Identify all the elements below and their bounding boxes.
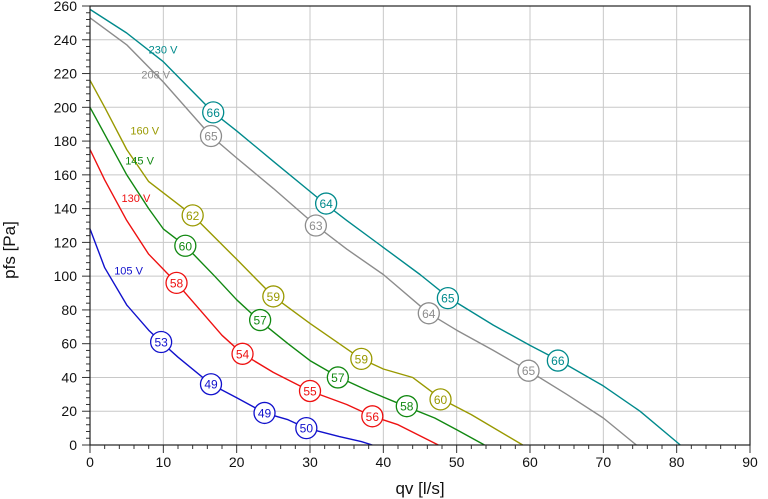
x-tick-label: 90: [742, 454, 758, 470]
marker-circle: [231, 342, 254, 365]
marker-label: 58: [170, 276, 184, 290]
y-tick-label: 60: [61, 336, 77, 352]
y-tick-label: 100: [54, 268, 78, 284]
marker-label: 62: [186, 209, 200, 223]
y-tick-label: 200: [54, 99, 78, 115]
marker-label: 49: [258, 406, 272, 420]
x-tick-label: 30: [302, 454, 318, 470]
y-tick-label: 260: [54, 0, 78, 14]
series-208v: 208 V 65 63 64 65: [89, 17, 637, 446]
marker-circle: [395, 395, 418, 418]
series-line: [89, 8, 681, 446]
marker-label: 56: [366, 410, 380, 424]
series-130v: 130 V 58 54 55 56: [89, 149, 439, 446]
marker-label: 54: [236, 347, 250, 361]
series-voltage-label: 130 V: [122, 193, 151, 205]
y-tick-label: 240: [54, 32, 78, 48]
marker-label: 65: [441, 292, 455, 306]
marker-circle: [417, 302, 440, 325]
series-145v: 145 V 60 57 57 58: [89, 106, 485, 446]
marker-circle: [174, 234, 197, 257]
marker-label: 57: [253, 314, 267, 328]
marker-circle: [517, 359, 540, 382]
series-230v: 230 V 66 64 65 66: [89, 8, 681, 446]
marker-label: 59: [267, 290, 281, 304]
marker-label: 60: [179, 239, 193, 253]
marker-label: 55: [303, 384, 317, 398]
marker-label: 66: [207, 106, 221, 120]
series-voltage-label: 160 V: [130, 125, 159, 137]
marker-circle: [350, 347, 373, 371]
x-tick-label: 20: [229, 454, 245, 470]
marker-label: 63: [309, 219, 323, 233]
x-axis-label: qv [l/s]: [395, 479, 444, 498]
series-line: [89, 17, 637, 446]
marker-label: 64: [319, 197, 333, 211]
marker-label: 49: [204, 378, 218, 392]
x-tick-label: 70: [596, 454, 612, 470]
marker-circle: [295, 416, 318, 440]
y-tick-label: 0: [69, 437, 77, 453]
marker-label: 59: [355, 352, 369, 366]
marker-circle: [199, 124, 223, 148]
x-tick-label: 80: [669, 454, 685, 470]
marker-circle: [298, 379, 322, 403]
marker-label: 50: [300, 422, 314, 436]
y-tick-label: 120: [54, 234, 78, 250]
series-voltage-label: 208 V: [141, 70, 170, 82]
marker-label: 53: [154, 336, 168, 350]
series-105v: 105 V 53 49 49 50: [89, 228, 373, 446]
x-tick-label: 0: [86, 454, 94, 470]
y-tick-label: 160: [54, 167, 78, 183]
series-160v: 160 V 62 59 59 60: [89, 79, 524, 446]
plot-frame: [89, 5, 751, 446]
x-tick-label: 50: [449, 454, 465, 470]
marker-circle: [436, 286, 460, 310]
y-tick-label: 180: [54, 133, 78, 149]
marker-circle: [181, 204, 204, 227]
y-tick-label: 140: [54, 201, 78, 217]
marker-label: 64: [422, 307, 436, 321]
marker-circle: [546, 349, 570, 372]
marker-label: 66: [551, 354, 565, 368]
series-voltage-label: 145 V: [125, 156, 154, 168]
marker-circle: [262, 285, 285, 308]
y-tick-label: 80: [61, 302, 77, 318]
marker-circle: [199, 373, 223, 396]
marker-circle: [248, 308, 272, 332]
marker-circle: [149, 330, 173, 354]
marker-circle: [304, 214, 328, 237]
y-tick-label: 40: [61, 369, 77, 385]
marker-circle: [429, 388, 452, 411]
marker-label: 65: [522, 364, 536, 378]
x-tick-label: 60: [522, 454, 538, 470]
marker-circle: [202, 101, 225, 124]
axes: 0 10 20 30 40 50 60 70 80 90 0 20 40 60 80 100 120 140 160…: [54, 0, 758, 470]
y-axis-label: pfs [Pa]: [0, 221, 19, 279]
y-tick-label: 220: [54, 66, 78, 82]
x-tick-label: 10: [156, 454, 172, 470]
marker-circle: [326, 366, 350, 389]
x-tick-label: 40: [376, 454, 392, 470]
marker-circle: [165, 271, 188, 295]
series-voltage-label: 230 V: [149, 44, 178, 56]
marker-label: 57: [331, 371, 345, 385]
y-tick-label: 20: [61, 403, 77, 419]
series-line: [89, 228, 373, 446]
series-voltage-label: 105 V: [114, 265, 143, 277]
marker-circle: [361, 405, 384, 428]
marker-circle: [314, 192, 338, 215]
marker-label: 65: [204, 130, 218, 144]
marker-label: 58: [400, 400, 414, 414]
marker-circle: [253, 401, 276, 425]
marker-label: 60: [434, 393, 448, 407]
